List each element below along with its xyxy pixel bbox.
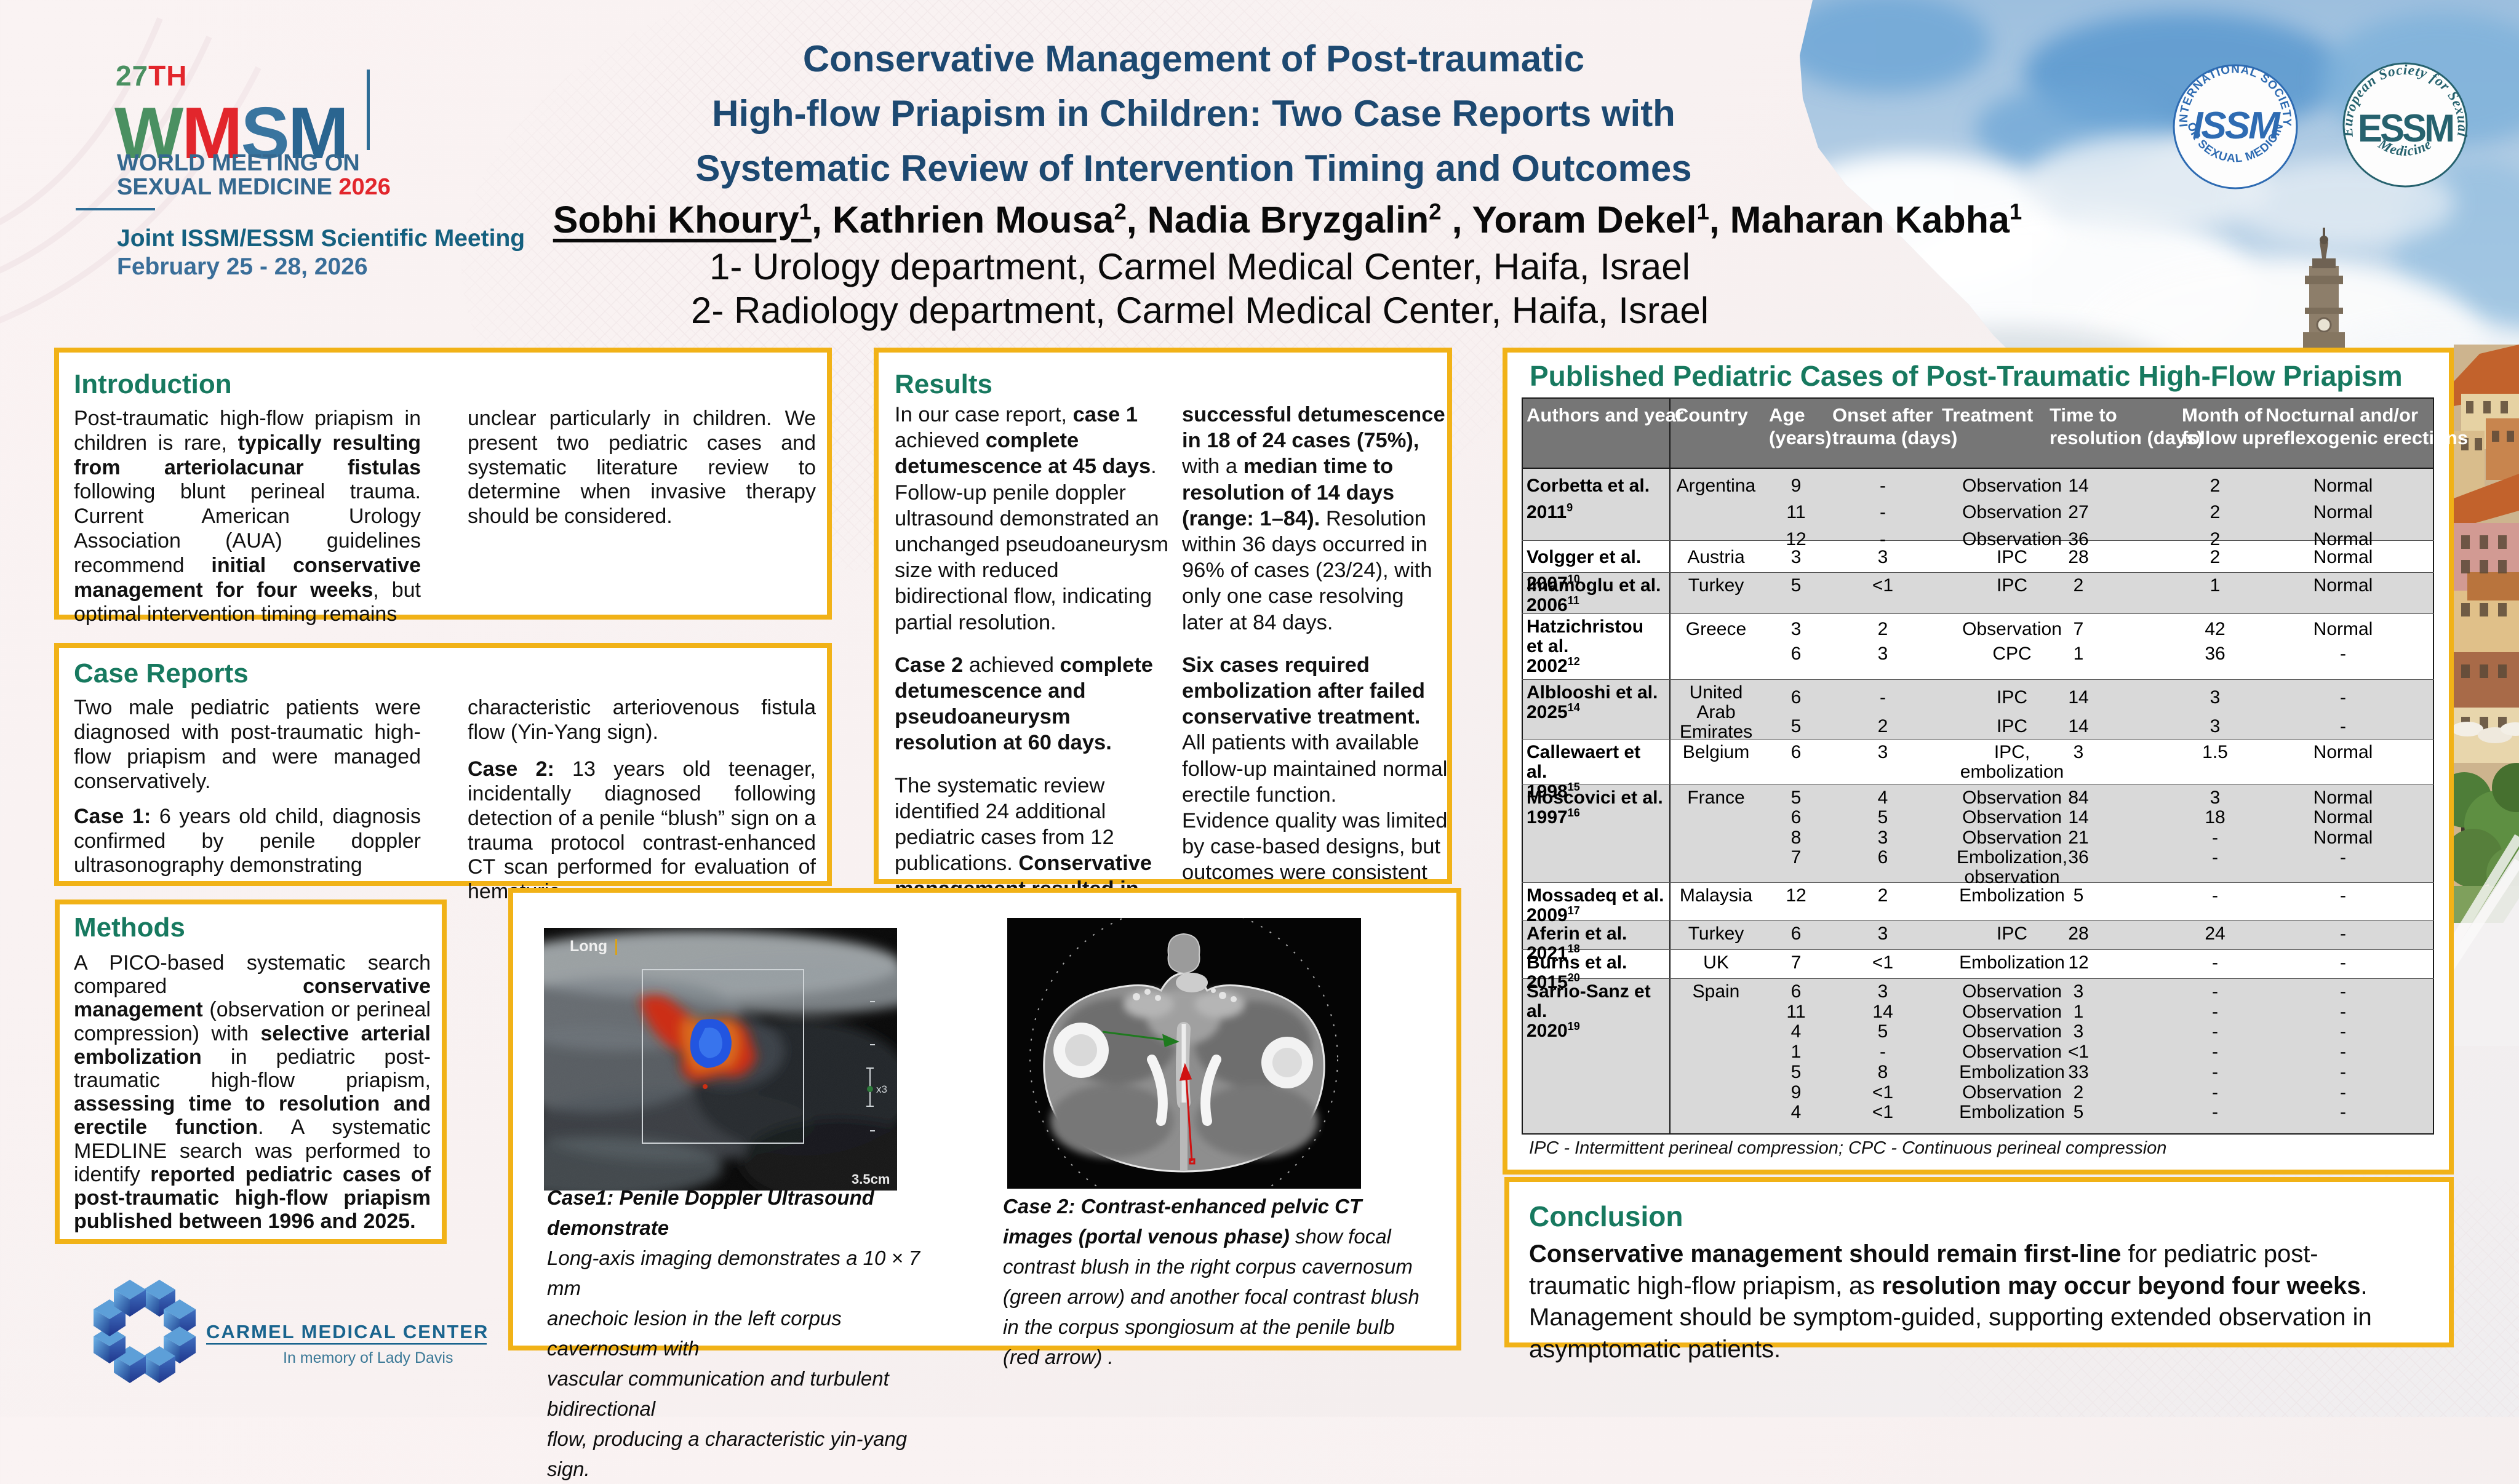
svg-text:Long: Long [570,938,607,955]
svg-text:CARMEL MEDICAL CENTER: CARMEL MEDICAL CENTER [206,1321,489,1342]
svg-text:ESSM: ESSM [2358,107,2453,151]
svg-text:ISSM: ISSM [2192,105,2281,147]
svg-text:x3: x3 [876,1083,887,1095]
svg-text:In memory of Lady Davis: In memory of Lady Davis [283,1349,453,1366]
svg-text:3.5cm: 3.5cm [852,1171,890,1187]
